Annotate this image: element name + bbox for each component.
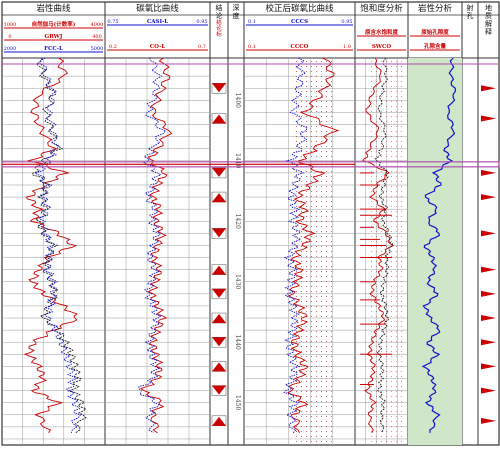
track-title-8: 射孔 [467,3,474,20]
track1-curve-right-0: 4000 [91,22,104,28]
track-title-4: 深度 [233,3,240,20]
track1-curve-name-1: GRWJ [45,34,63,40]
depth-label: 1420 [234,214,241,229]
depth-label: 1430 [234,274,241,289]
track1-curve-left-2: 2000 [4,46,17,52]
perforation-mark [481,290,496,297]
track6-curve-name-0: 原含水饱和度 [365,28,399,36]
conclusion-header: 结论标 [216,18,222,38]
track6-curve-name-1: SWCO [372,44,392,50]
track-title-6: 饱和度分析 [360,3,403,14]
conclusion-triangle [212,385,226,395]
track-title-3: 结论 [216,3,223,20]
perforation-mark [481,85,496,92]
curve-CCCS [283,57,308,434]
track5-curve-name-1: CCCO [291,44,309,50]
conclusion-triangle [212,83,226,93]
track1-curve-right-2: 5000 [91,46,104,52]
track-title-7: 岩性分析 [418,3,453,14]
track5-curve-left-0: 0.1 [248,19,256,25]
perforation-mark [481,387,496,394]
curve-FCC-L [33,57,82,434]
track1-curve-name-2: FCC-L [44,46,63,52]
depth-label: 1400 [234,93,241,108]
perforation-mark [481,417,496,424]
track1-curve-right-1: 400 [92,34,102,40]
track5-curve-right-1: 1.0 [343,44,351,50]
conclusion-triangle [212,228,226,238]
track7-curve-name-1: 孔隙含量 [424,42,447,50]
fills [292,58,462,445]
conclusion-markers [211,82,496,427]
perforation-mark [481,194,496,201]
track-title-1: 岩性曲线 [36,3,71,14]
track2-curve-name-1: CO-L [150,44,166,50]
depth-label: 1450 [234,395,241,410]
track-title-9: 地质解释 [485,3,492,36]
conclusion-triangle [212,416,226,426]
conclusion-triangle [212,314,226,324]
lithology-fill [408,58,462,445]
perforation-mark [481,363,496,370]
track7-curve-name-0: 原始孔隙度 [421,28,449,36]
depth-labels: 1400 1410 1420 1430 1440 1450 [234,93,241,411]
perforation-mark [481,230,496,237]
track2-curve-left-0: 0.75 [107,19,118,25]
track5-curve-left-1: 0.1 [248,44,256,50]
track2-curve-right-0: 0.95 [196,19,207,25]
conclusion-triangle [212,114,226,124]
conclusion-triangle [212,362,226,372]
perforation-mark [481,115,496,122]
track1-curve-name-0: 自然伽马(计数率) [32,20,76,28]
track1-curve-left-1: 0 [8,34,11,40]
track5-curve-right-0: 0.95 [341,19,352,25]
conclusion-triangle [212,337,226,347]
track-title-5: 校正后碳氧比曲线 [265,3,334,14]
conclusion-triangle [212,288,226,298]
conclusion-triangle [212,167,226,177]
track2-curve-name-0: CASI-L [147,19,168,25]
depth-label: 1440 [234,335,241,350]
track5-curve-name-0: CCCS [291,19,308,25]
track-title-2: 碳氧比曲线 [136,3,179,14]
curve-原含水饱和度 [374,57,394,433]
track2-curve-left-1: 0.2 [109,44,117,50]
conclusion-triangle [212,193,226,203]
depth-label: 1410 [234,153,241,168]
perforation-mark [481,266,496,273]
curve-CO-L [140,57,173,434]
conclusion-triangle [212,265,226,275]
track1-curve-left-0: 1000 [4,22,17,28]
perforation-mark [481,169,496,176]
track2-curve-right-1: 0.7 [198,44,206,50]
curve-孔隙含量 [421,57,457,433]
perforation-mark [481,339,496,346]
curve-CCCO [287,57,340,434]
curve-GRWJ [23,57,78,434]
ccco-dot-fill [292,58,332,445]
highlight-band [1,63,500,168]
perforation-mark [481,315,496,322]
curve-CASI-L [138,57,167,434]
curves [23,57,457,434]
